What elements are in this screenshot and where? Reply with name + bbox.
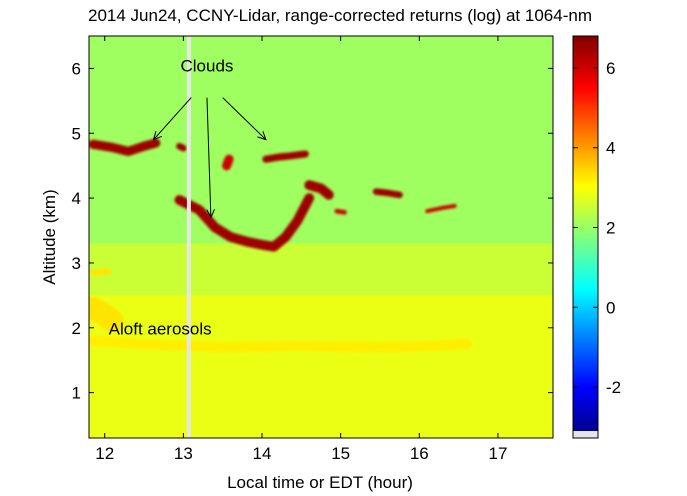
x-tick-label-1: 13 (174, 444, 193, 463)
colorbar-frame (572, 35, 599, 439)
y-axis-label: Altitude (km) (40, 189, 59, 284)
feature-clouds-6 (222, 154, 234, 171)
y-tick-label-0: 1 (72, 384, 81, 403)
annotations: Clouds Aloft aerosols (109, 57, 267, 338)
arrow-shaft-0 (153, 97, 192, 141)
feature-aloft-aerosols-9 (89, 335, 472, 353)
plot-frame (88, 35, 554, 439)
background-layers (89, 36, 553, 438)
feature-clouds-4 (304, 180, 334, 200)
y-tick-label-3: 4 (72, 189, 81, 208)
feature-aloft-aerosols-10 (89, 296, 124, 333)
x-tick-label-3: 15 (331, 444, 350, 463)
feature-clouds-5 (372, 188, 403, 199)
y-tick-label-2: 3 (72, 254, 81, 273)
colorbar-overflow-cell (573, 431, 598, 438)
backscatter-features (89, 138, 472, 353)
feature-clouds-2 (174, 193, 315, 252)
annotation-aloft-aerosols: Aloft aerosols (109, 319, 212, 338)
colorbar-tick-label-2: 2 (606, 219, 615, 238)
arrow-head-0 (152, 130, 162, 141)
feature-clouds-1 (176, 142, 187, 152)
x-axis-ticks: 12 13 14 15 16 17 (95, 36, 507, 463)
feature-aloft-aerosols-11 (90, 268, 112, 276)
arrow-head-1 (206, 209, 215, 219)
colorbar (573, 36, 598, 431)
feature-clouds-0 (89, 138, 161, 156)
y-axis-ticks: 1 2 3 4 5 6 (72, 59, 553, 403)
arrow-head-2 (257, 131, 267, 141)
colorbar-tick-label-0: -2 (606, 378, 621, 397)
x-tick-label-4: 16 (410, 444, 429, 463)
x-tick-label-0: 12 (95, 444, 114, 463)
heatmap-layer-0 (89, 36, 553, 244)
feature-clouds-3 (262, 150, 309, 163)
data-gap-stripe (186, 36, 191, 438)
chart-title: 2014 Jun24, CCNY-Lidar, range-corrected … (88, 6, 592, 25)
annotation-clouds: Clouds (181, 57, 234, 76)
colorbar-tick-label-1: 0 (606, 298, 615, 317)
heatmap-layer-1 (89, 243, 553, 296)
heatmap-layer-2 (89, 295, 553, 438)
colorbar-ticks: -2 0 2 4 6 (573, 59, 621, 397)
y-tick-label-5: 6 (72, 59, 81, 78)
feature-clouds-7 (334, 208, 347, 215)
x-axis-label: Local time or EDT (hour) (227, 473, 413, 492)
x-tick-label-5: 17 (488, 444, 507, 463)
arrow-shaft-2 (222, 97, 267, 141)
feature-clouds-8 (425, 203, 457, 214)
y-tick-label-4: 5 (72, 124, 81, 143)
colorbar-tick-label-3: 4 (606, 139, 615, 158)
y-tick-label-1: 2 (72, 319, 81, 338)
arrow-shaft-1 (206, 97, 212, 218)
x-tick-label-2: 14 (253, 444, 272, 463)
heatmap-plot-area (89, 36, 553, 438)
colorbar-tick-label-4: 6 (606, 59, 615, 78)
